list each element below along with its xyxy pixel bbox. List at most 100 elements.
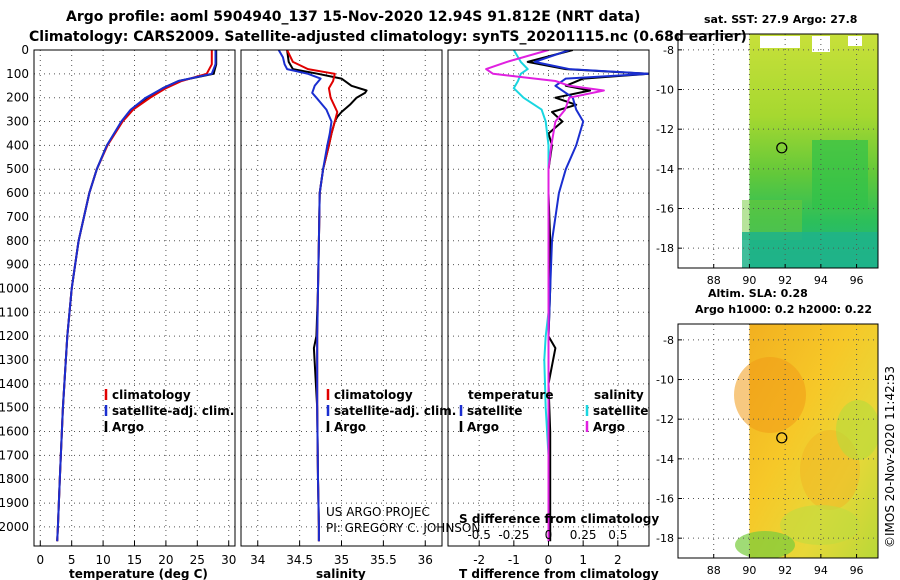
sla-map-xtick-label: 90 <box>742 564 756 577</box>
sla-map-ytick-label: -14 <box>656 453 674 466</box>
depth-tick-label: 900 <box>6 258 29 272</box>
depth-tick-label: 1500 <box>0 401 29 415</box>
temperature-grid <box>34 49 235 546</box>
depth-tick-label: 1400 <box>0 377 29 391</box>
sla-map-ytick-label: -12 <box>656 413 674 426</box>
salinity-tick-label: 36 <box>418 553 433 567</box>
depth-tick-label: 600 <box>6 186 29 200</box>
salinity-frame <box>240 49 443 547</box>
depth-tick-label: 1900 <box>0 496 29 510</box>
legend-label-argo: Argo <box>334 420 366 434</box>
depth-tick-label: 1100 <box>0 305 29 319</box>
sla-map-frame <box>677 323 879 559</box>
credit-pi: PI: GREGORY C. JOHNSON <box>326 521 480 535</box>
sla-map-ytick-label: -18 <box>656 532 674 545</box>
depth-tick-label: 1700 <box>0 448 29 462</box>
sla-map-ytick-label: -16 <box>656 493 674 506</box>
sst-map-xtick-label: 92 <box>778 274 792 287</box>
temperature-lines <box>56 50 218 542</box>
sla-map-title-2: Argo h1000: 0.2 h2000: 0.22 <box>695 303 872 316</box>
depth-tick-label: 1200 <box>0 329 29 343</box>
difference-line-s-satellite <box>512 50 550 542</box>
salinity-difference-tick-label: -0.25 <box>498 528 529 542</box>
depth-tick-label: 400 <box>6 138 29 152</box>
salinity-x-ticks: 34 34.5 35 35.5 36 <box>250 541 433 567</box>
salinity-lines <box>277 50 368 542</box>
temperature-tick-label: 25 <box>190 553 205 567</box>
depth-tick-label: 0 <box>21 43 29 57</box>
sla-map-ytick-label: -10 <box>656 374 674 387</box>
title-line-1: Argo profile: aoml 5904940_137 15-Nov-20… <box>66 9 640 25</box>
legend-label-climatology: climatology <box>112 388 191 402</box>
sst-map-ticks: 88 90 92 94 96 -8 -10 -12 -14 -16 -18 <box>656 44 864 287</box>
temperature-tick-label: 15 <box>127 553 142 567</box>
sst-map-ytick-label: -10 <box>656 84 674 97</box>
salinity-grid <box>241 49 442 546</box>
temperature-xlabel: temperature (deg C) <box>69 567 208 580</box>
credit-project: US ARGO PROJEC <box>326 505 430 519</box>
temperature-tick-label: 20 <box>158 553 173 567</box>
legend-title-temperature: temperature <box>468 388 553 402</box>
salinity-difference-ticks: -0.5 -0.25 0 0.25 0.5 <box>467 528 627 542</box>
depth-tick-label: 200 <box>6 91 29 105</box>
sla-map-xtick-label: 92 <box>778 564 792 577</box>
depth-tick-label: 2000 <box>0 520 29 534</box>
depth-tick-label: 500 <box>6 162 29 176</box>
sst-map-grid <box>678 34 878 268</box>
salinity-tick-label: 35 <box>334 553 349 567</box>
temperature-frame <box>33 49 236 547</box>
argo-position-marker <box>776 142 788 154</box>
salinity-line-argo <box>286 50 368 542</box>
title-line-2: Climatology: CARS2009. Satellite-adjuste… <box>29 29 747 45</box>
sst-map-panel: sat. SST: 27.9 Argo: 27.8 88 90 92 94 96 -8 -1… <box>656 13 879 287</box>
temperature-line-argo <box>56 50 218 542</box>
temperature-tick-label: 0 <box>36 553 44 567</box>
salinity-panel: 34 34.5 35 35.5 36 salinity climatology sate… <box>240 49 480 580</box>
legend-label-t-satellite: satellite <box>467 404 522 418</box>
sla-map-ticks: 88 90 92 94 96 -8 -10 -12 -14 -16 -18 <box>656 334 864 577</box>
salinity-difference-tick-label: 0 <box>545 528 553 542</box>
salinity-line-satellite-adj-clim- <box>277 50 333 542</box>
sla-map-xtick-label: 88 <box>707 564 721 577</box>
imos-credit: ©IMOS 20-Nov-2020 11:42:53 <box>883 366 897 548</box>
difference-tick-label: 2 <box>614 553 622 567</box>
difference-lines <box>485 50 649 542</box>
difference-inner-label: S difference from climatology <box>459 512 659 526</box>
sla-map-xtick-label: 94 <box>814 564 828 577</box>
difference-frame <box>447 49 650 547</box>
difference-tick-label: -2 <box>473 553 485 567</box>
difference-xlabel: T difference from climatology <box>459 567 659 580</box>
difference-line-s-argo <box>485 50 605 542</box>
sst-map-ytick-label: -18 <box>656 242 674 255</box>
salinity-xlabel: salinity <box>316 567 366 580</box>
difference-tick-label: 1 <box>579 553 587 567</box>
temperature-tick-label: 10 <box>95 553 110 567</box>
legend-label-s-argo: Argo <box>593 420 625 434</box>
difference-panel: -2 -1 0 1 2 -0.5 -0.25 0 0.25 0.5 T difference f… <box>447 49 659 580</box>
depth-tick-label: 700 <box>6 210 29 224</box>
salinity-tick-label: 34 <box>250 553 265 567</box>
legend-label-t-argo: Argo <box>467 420 499 434</box>
legend-label-satellite: satellite-adj. clim. <box>112 404 234 418</box>
temperature-line-satellite-adj-clim- <box>56 50 217 542</box>
depth-tick-label: 800 <box>6 234 29 248</box>
sla-map-panel: Altim. SLA: 0.28 Argo h1000: 0.2 h2000: … <box>656 287 879 577</box>
difference-tick-label: 0 <box>545 553 553 567</box>
temperature-x-ticks: 0 5 10 15 20 25 30 <box>36 541 236 567</box>
difference-line-t-satellite <box>533 50 649 542</box>
salinity-tick-label: 34.5 <box>286 553 313 567</box>
depth-tick-label: 100 <box>6 67 29 81</box>
sst-map-ytick-label: -14 <box>656 163 674 176</box>
temperature-tick-label: 5 <box>68 553 76 567</box>
legend-label-satellite: satellite-adj. clim. <box>334 404 456 418</box>
sst-map-xtick-label: 88 <box>707 274 721 287</box>
temperature-panel: 0 5 10 15 20 25 30 temperature (deg C) climato… <box>33 49 236 580</box>
sst-map-xtick-label: 96 <box>850 274 864 287</box>
salinity-difference-tick-label: 0.5 <box>608 528 627 542</box>
depth-tick-label: 300 <box>6 115 29 129</box>
difference-legend: temperature salinity satellite Argo sate… <box>459 388 648 434</box>
temperature-legend: climatology satellite-adj. clim. Argo <box>104 388 234 434</box>
salinity-line-climatology <box>286 50 339 542</box>
salinity-tick-label: 35.5 <box>370 553 397 567</box>
